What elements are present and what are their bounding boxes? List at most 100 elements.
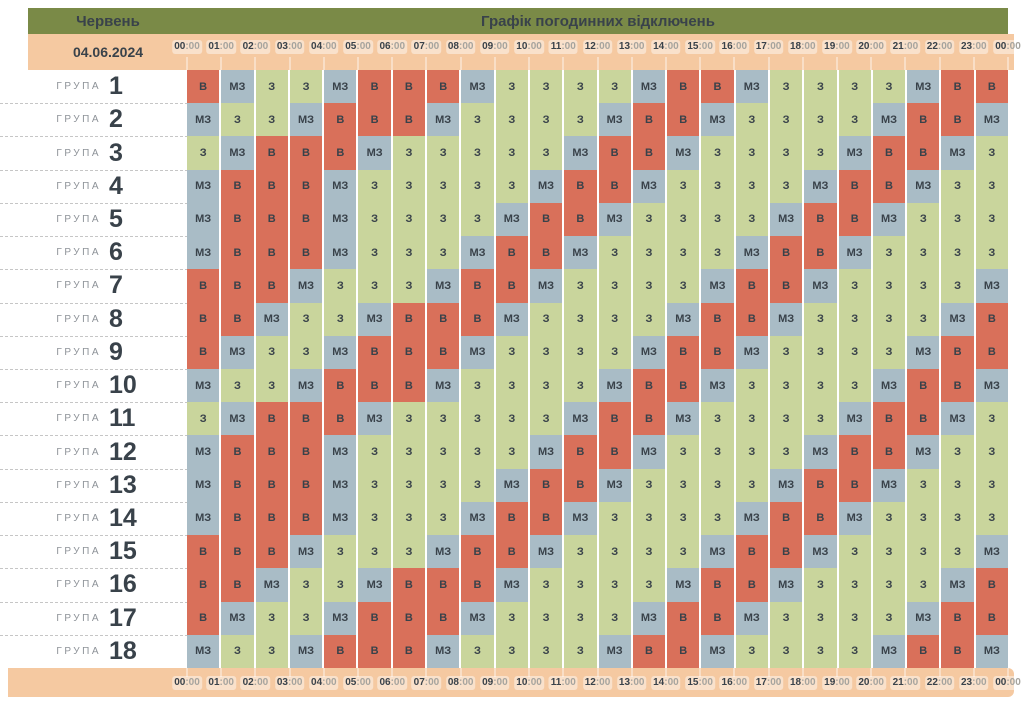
schedule-cell: МЗ xyxy=(735,601,768,635)
time-tick xyxy=(699,668,701,677)
schedule-cell: В xyxy=(221,435,254,469)
time-label: 22:00 xyxy=(924,40,955,54)
schedule-cell: З xyxy=(907,501,940,536)
schedule-cell: МЗ xyxy=(872,468,906,502)
schedule-cell: З xyxy=(564,70,597,104)
schedule-cell: З xyxy=(564,535,597,569)
time-axis-top: 00:00 01:00 02:00 03:00 04:00 05:00 06:00 07:00… xyxy=(172,34,1023,70)
schedule-cell: З xyxy=(564,634,597,668)
schedule-cell: МЗ xyxy=(735,70,768,104)
schedule-cell: З xyxy=(529,103,563,137)
time-tick xyxy=(631,668,633,677)
time-label: 12:00 xyxy=(582,676,613,690)
schedule-cell: МЗ xyxy=(324,501,357,536)
schedule-cell: МЗ xyxy=(804,169,837,203)
schedule-cell: МЗ xyxy=(529,169,563,203)
schedule-cell: МЗ xyxy=(461,70,494,104)
schedule-cell: З xyxy=(667,468,700,502)
schedule-cell: З xyxy=(632,236,666,270)
group-number: 9 xyxy=(109,337,123,366)
time-label: 16:00 xyxy=(719,676,750,690)
schedule-cell: В xyxy=(941,103,974,137)
schedule-cell: З xyxy=(804,136,837,170)
schedule-cell: З xyxy=(872,535,906,569)
schedule-cell: МЗ xyxy=(358,136,391,170)
schedule-cell: З xyxy=(804,402,837,436)
schedule-cell: В xyxy=(701,601,734,635)
schedule-cell: З xyxy=(667,535,700,569)
schedule-cell: МЗ xyxy=(632,435,666,469)
time-tick xyxy=(460,57,462,70)
schedule-cell: МЗ xyxy=(564,402,597,436)
schedule-cell: З xyxy=(529,634,563,668)
time-label: 04:00 xyxy=(309,40,339,54)
schedule-cell: З xyxy=(427,169,460,203)
schedule-cell: В xyxy=(255,435,288,469)
schedule-cell: В xyxy=(769,501,803,536)
schedule-cell: З xyxy=(975,501,1008,536)
time-label: 19:00 xyxy=(822,40,852,54)
schedule-cell: З xyxy=(461,103,494,137)
schedule-cell: В xyxy=(358,103,391,137)
schedule-cell: З xyxy=(975,402,1008,436)
schedule-cell: МЗ xyxy=(701,368,734,403)
schedule-cell: З xyxy=(941,468,974,502)
schedule-cell: МЗ xyxy=(769,568,803,602)
schedule-cell: В xyxy=(632,103,666,137)
schedule-cell: З xyxy=(975,236,1008,270)
schedule-cell: МЗ xyxy=(461,335,494,369)
group-row-label: ГРУПА 8 xyxy=(28,303,187,336)
time-tick xyxy=(665,668,667,677)
schedule-cell: МЗ xyxy=(255,302,288,336)
schedule-cell: В xyxy=(907,103,940,137)
schedule-cell: В xyxy=(529,236,563,270)
schedule-cell: МЗ xyxy=(324,468,357,502)
schedule-cell: МЗ xyxy=(461,601,494,635)
schedule-cell: З xyxy=(221,103,254,137)
schedule-cell: З xyxy=(735,169,768,203)
schedule-cell: З xyxy=(941,169,974,203)
schedule-cell: МЗ xyxy=(324,70,357,104)
time-label: 09:00 xyxy=(480,40,510,54)
schedule-cell: З xyxy=(495,601,528,635)
time-label: 02:00 xyxy=(240,40,271,54)
schedule-cell: З xyxy=(941,535,974,569)
time-tick xyxy=(323,57,325,70)
schedule-cell: З xyxy=(598,236,631,270)
time-label: 06:00 xyxy=(377,40,408,54)
schedule-cell: З xyxy=(289,70,323,104)
schedule-cell: МЗ xyxy=(289,269,323,303)
group-row-label: ГРУПА 10 xyxy=(28,369,187,402)
schedule-cell: З xyxy=(564,568,597,602)
time-label: 07:00 xyxy=(411,40,442,54)
schedule-cell: З xyxy=(735,136,768,170)
schedule-cell: МЗ xyxy=(358,302,391,336)
schedule-cell: МЗ xyxy=(598,634,631,668)
schedule-cell: МЗ xyxy=(598,202,631,237)
schedule-cell: МЗ xyxy=(701,269,734,303)
schedule-cell: З xyxy=(735,202,768,237)
group-number: 18 xyxy=(109,636,137,665)
schedule-cell: З xyxy=(255,335,288,369)
schedule-cell: МЗ xyxy=(632,169,666,203)
schedule-cell: В xyxy=(221,568,254,602)
schedule-cell: З xyxy=(564,601,597,635)
schedule-cell: В xyxy=(427,568,460,602)
schedule-cell: З xyxy=(289,568,323,602)
schedule-cell: З xyxy=(358,202,391,237)
schedule-cell: З xyxy=(529,568,563,602)
schedule-cell: З xyxy=(461,634,494,668)
schedule-cell: МЗ xyxy=(804,435,837,469)
group-label-text: ГРУПА xyxy=(56,313,101,325)
schedule-cell: З xyxy=(804,335,837,369)
time-label: 17:00 xyxy=(753,40,784,54)
schedule-cell: МЗ xyxy=(358,402,391,436)
schedule-cell: З xyxy=(804,302,837,336)
schedule-cell: МЗ xyxy=(872,103,906,137)
schedule-cell: МЗ xyxy=(872,634,906,668)
time-label: 02:00 xyxy=(240,676,271,690)
schedule-cell: В xyxy=(187,535,220,569)
schedule-cell: МЗ xyxy=(907,601,940,635)
time-label: 01:00 xyxy=(206,40,236,54)
schedule-cell: В xyxy=(255,202,288,237)
